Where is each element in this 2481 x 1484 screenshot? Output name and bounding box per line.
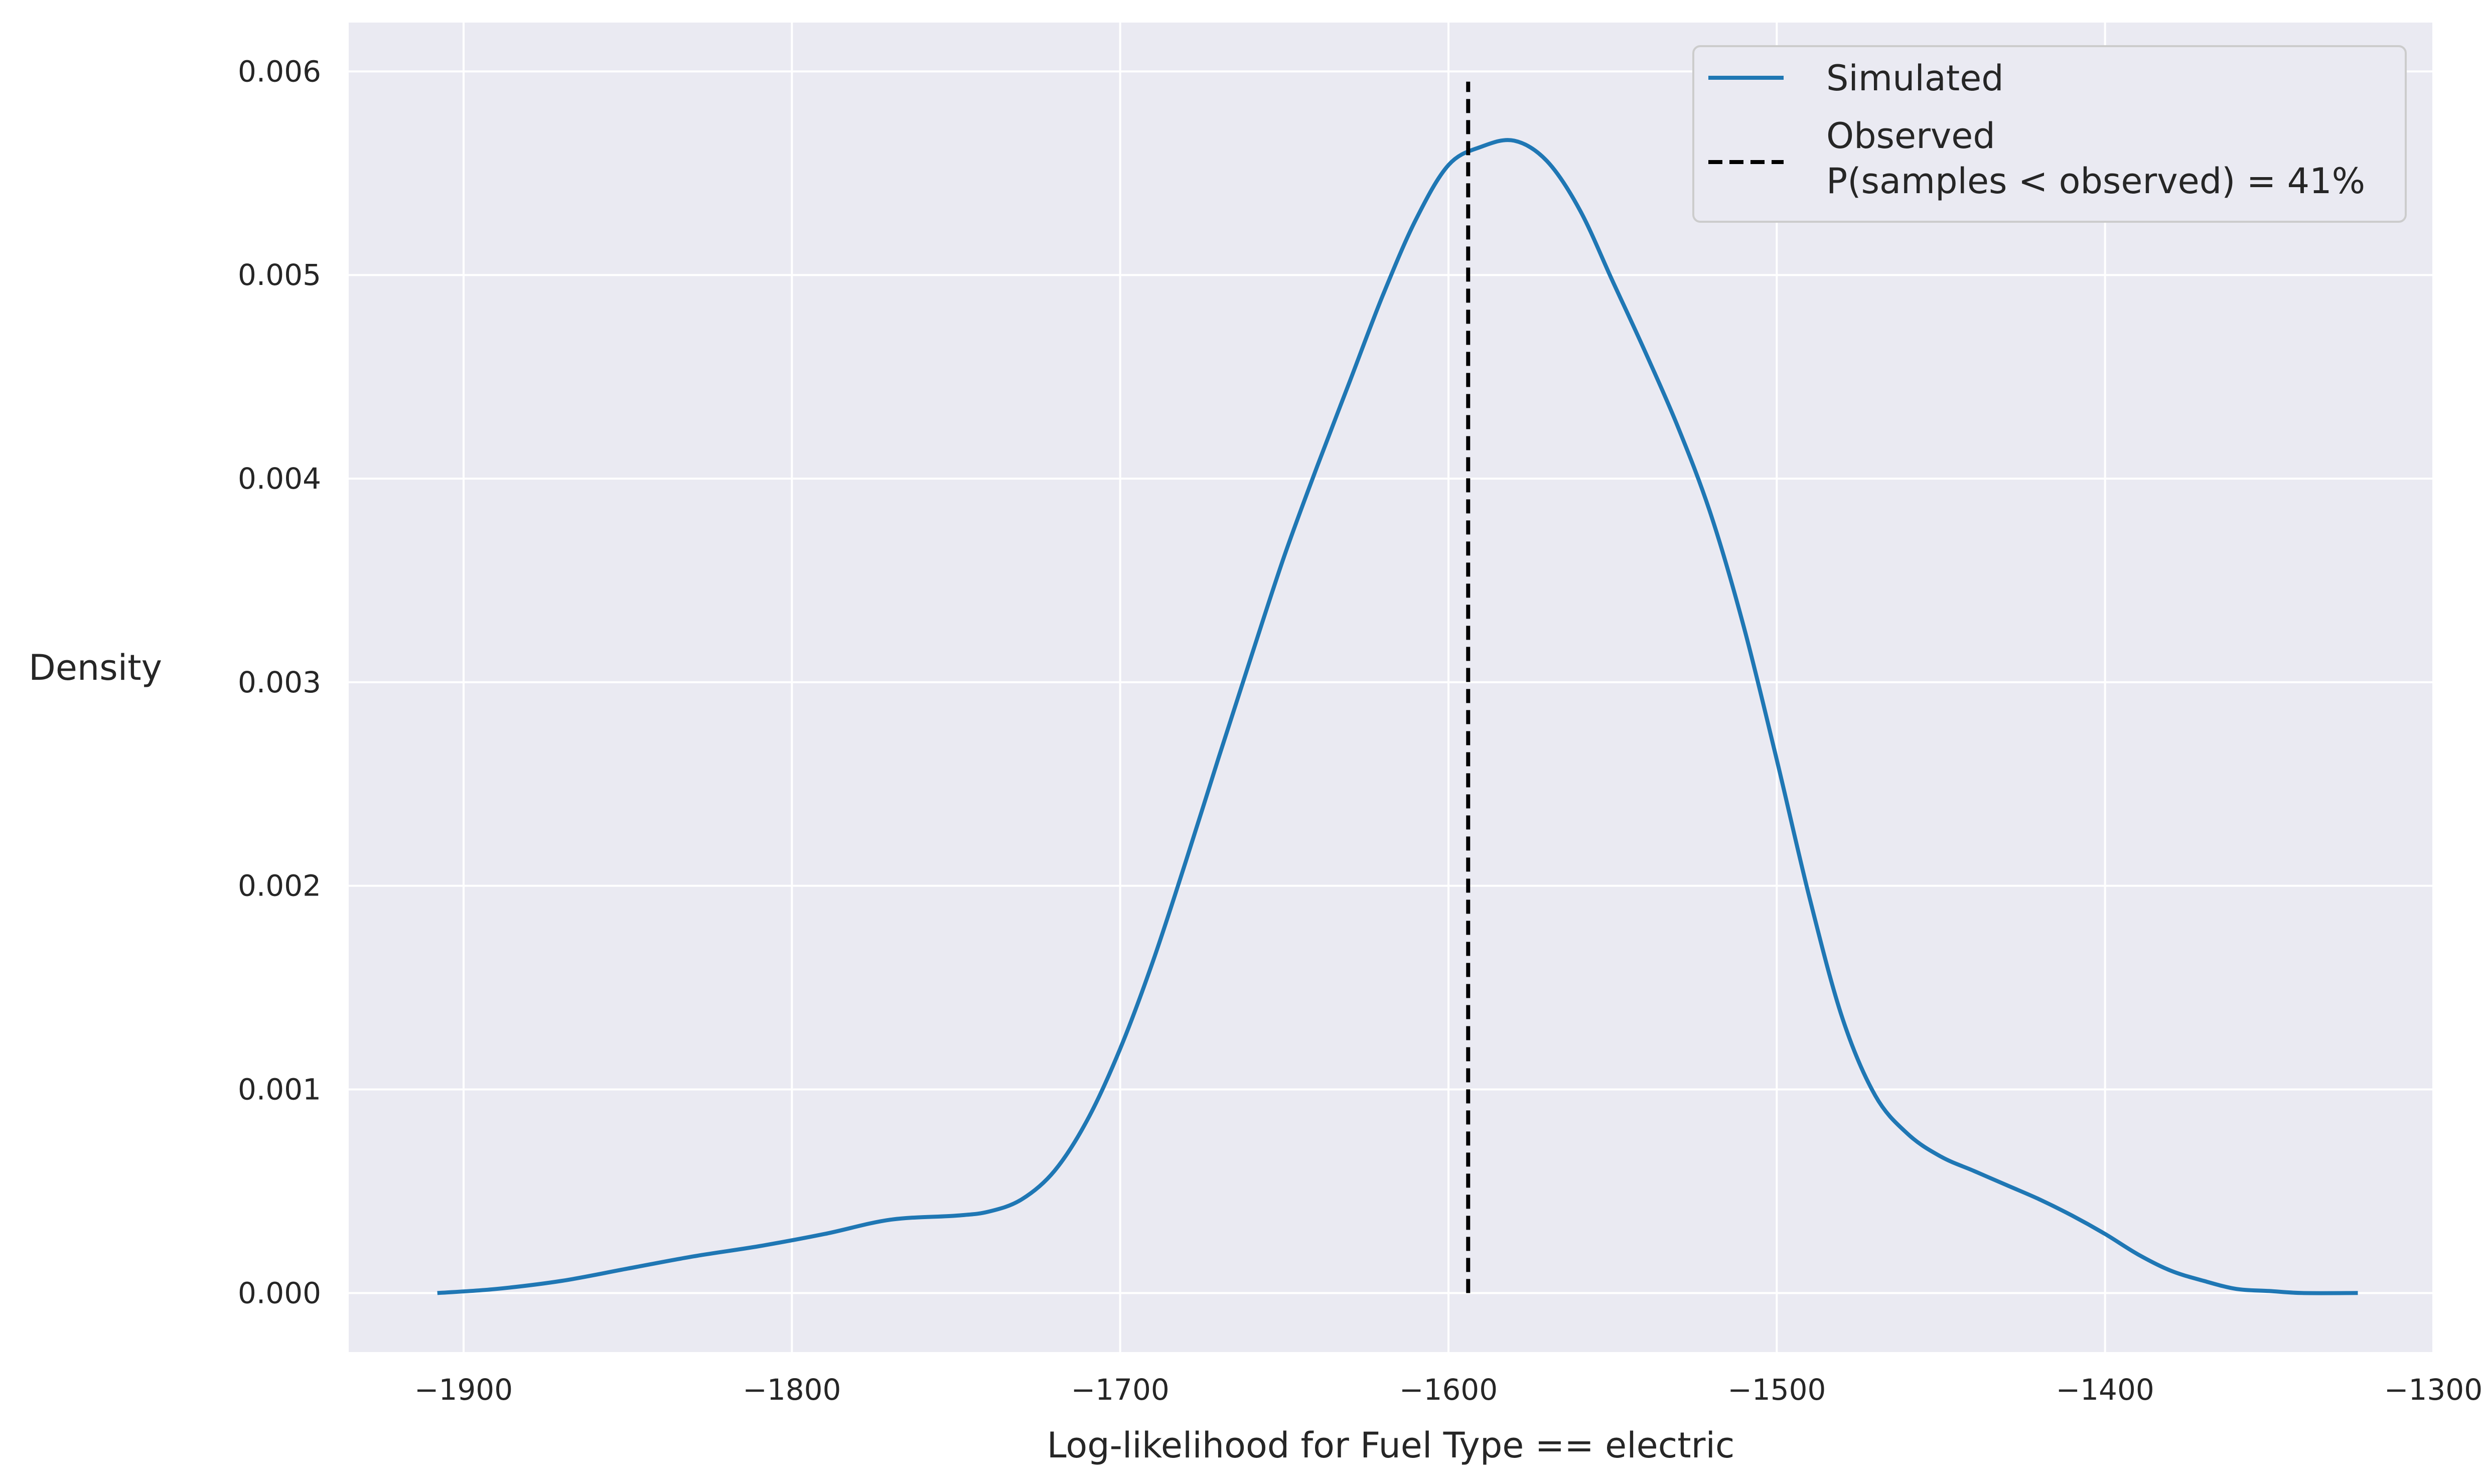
legend-simulated-label: Simulated xyxy=(1826,58,2004,99)
y-tick-label: 0.005 xyxy=(238,258,321,292)
x-tick-label: −1300 xyxy=(2384,1373,2481,1407)
y-tick-label: 0.004 xyxy=(238,462,321,496)
x-tick-label: −1800 xyxy=(743,1373,841,1407)
legend: Simulated Observed P(samples < observed)… xyxy=(1692,45,2407,223)
grid-lines xyxy=(349,23,2434,1352)
legend-observed-probability: P(samples < observed) = 41% xyxy=(1826,161,2365,202)
y-axis-label: Density xyxy=(29,647,162,688)
y-tick-label: 0.001 xyxy=(238,1072,321,1106)
y-tick-label: 0.000 xyxy=(238,1276,321,1310)
x-tick-label: −1400 xyxy=(2056,1373,2154,1407)
legend-observed-label: Observed xyxy=(1826,115,1995,157)
legend-box xyxy=(1692,45,2407,223)
simulated-density-line xyxy=(437,138,2358,1295)
y-tick-label: 0.006 xyxy=(238,54,321,88)
y-tick-labels: 0.000 0.001 0.002 0.003 0.004 0.005 0.006 xyxy=(238,54,321,1310)
y-tick-label: 0.003 xyxy=(238,665,321,699)
x-tick-label: −1900 xyxy=(414,1373,513,1407)
x-tick-label: −1500 xyxy=(1727,1373,1826,1407)
y-tick-label: 0.002 xyxy=(238,869,321,903)
x-tick-label: −1600 xyxy=(1399,1373,1498,1407)
plot-area xyxy=(437,81,2358,1295)
x-tick-label: −1700 xyxy=(1071,1373,1170,1407)
x-tick-labels: −1900 −1800 −1700 −1600 −1500 −1400 −1300 xyxy=(414,1373,2481,1407)
x-axis-label: Log-likelihood for Fuel Type == electric xyxy=(1047,1425,1735,1466)
plot-background xyxy=(349,23,2433,1352)
